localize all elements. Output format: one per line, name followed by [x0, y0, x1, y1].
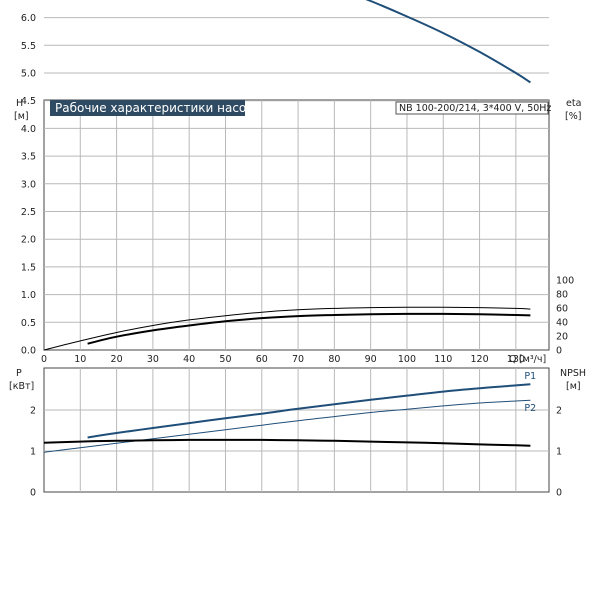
y-right-label-bottom: NPSH [560, 368, 586, 379]
y-left-tick-label: 4.0 [21, 124, 36, 135]
y-right-tick-label: 80 [556, 290, 568, 301]
y-right-tick-label: 0 [556, 346, 562, 357]
x-tick-label: 100 [398, 354, 416, 365]
npsh-tick-label: 1 [556, 447, 562, 458]
y-left-tick-label: 0.5 [21, 318, 36, 329]
x-tick-label: 50 [219, 354, 231, 365]
y-left-label-top: H [16, 98, 23, 109]
tick-labels: 0 10 20 30 40 50 60 70 80 90 100 110 120 1300.00.51.0… [21, 13, 574, 499]
y-left-tick-label: 0.0 [21, 346, 36, 357]
p2-label: P2 [524, 403, 536, 414]
top-grid [44, 17, 549, 350]
y-left-unit-top: [м] [14, 111, 29, 122]
model-label: NB 100-200/214, 3*400 V, 50Hz [399, 103, 551, 114]
chart-title-banner [50, 100, 245, 116]
y-right-unit-top: [%] [565, 111, 581, 122]
npsh-tick-label: 0 [556, 488, 562, 499]
y-left-tick-label: 1.5 [21, 262, 36, 273]
y-left-tick-label: 2.0 [21, 235, 36, 246]
x-tick-label: 70 [292, 354, 304, 365]
npsh-tick-label: 2 [556, 406, 562, 417]
y-right-label-top: eta [566, 98, 581, 109]
x-tick-label: 20 [111, 354, 123, 365]
y-left-tick-label: 5.5 [21, 41, 36, 52]
p-tick-label: 1 [30, 447, 36, 458]
y-right-tick-label: 60 [556, 304, 568, 315]
head-curve-line [365, 0, 531, 84]
efficiency-curve-thick-line [87, 312, 531, 345]
p1-label: P1 [524, 371, 536, 382]
x-tick-label: 10 [74, 354, 86, 365]
y-left-tick-label: 2.5 [21, 207, 36, 218]
chart-title: Рабочие характеристики насоса [55, 101, 260, 115]
y-left-tick-label: 6.0 [21, 13, 36, 24]
series-labels: 214 ммP1P2 [524, 371, 536, 414]
x-axis-unit: [м³/ч] [519, 354, 546, 365]
y-right-tick-label: 100 [556, 276, 574, 287]
x-axis-label: Q [509, 354, 516, 365]
top-plot-frame [43, 99, 550, 351]
y-right-tick-label: 40 [556, 318, 568, 329]
efficiency-curve-thin-line [43, 306, 531, 351]
x-tick-label: 40 [183, 354, 195, 365]
bottom-grid [44, 368, 549, 492]
x-tick-label: 130 [507, 354, 525, 365]
y-right-tick-label: 20 [556, 332, 568, 343]
x-tick-label: 80 [328, 354, 340, 365]
x-tick-label: 0 [41, 354, 47, 365]
model-box [395, 101, 549, 115]
bottom-plot-frame [43, 367, 550, 493]
y-left-tick-label: 1.0 [21, 290, 36, 301]
y-left-unit-bottom: [кВт] [9, 381, 34, 392]
x-tick-label: 90 [365, 354, 377, 365]
y-left-tick-label: 5.0 [21, 69, 36, 80]
x-tick-label: 60 [256, 354, 268, 365]
x-tick-label: 110 [434, 354, 452, 365]
x-tick-label: 30 [147, 354, 159, 365]
x-tick-label: 120 [470, 354, 488, 365]
p2-curve-line [43, 399, 531, 453]
y-left-label-bottom: P [16, 368, 22, 379]
p-tick-label: 2 [30, 406, 36, 417]
y-left-tick-label: 4.5 [21, 96, 36, 107]
series-layer [43, 0, 531, 453]
p1-curve-line [87, 383, 531, 439]
y-right-unit-bottom: [м] [566, 381, 581, 392]
y-left-tick-label: 3.5 [21, 152, 36, 163]
y-left-tick-label: 3.0 [21, 179, 36, 190]
p-tick-label: 0 [30, 488, 36, 499]
npsh-curve-line [43, 438, 531, 447]
